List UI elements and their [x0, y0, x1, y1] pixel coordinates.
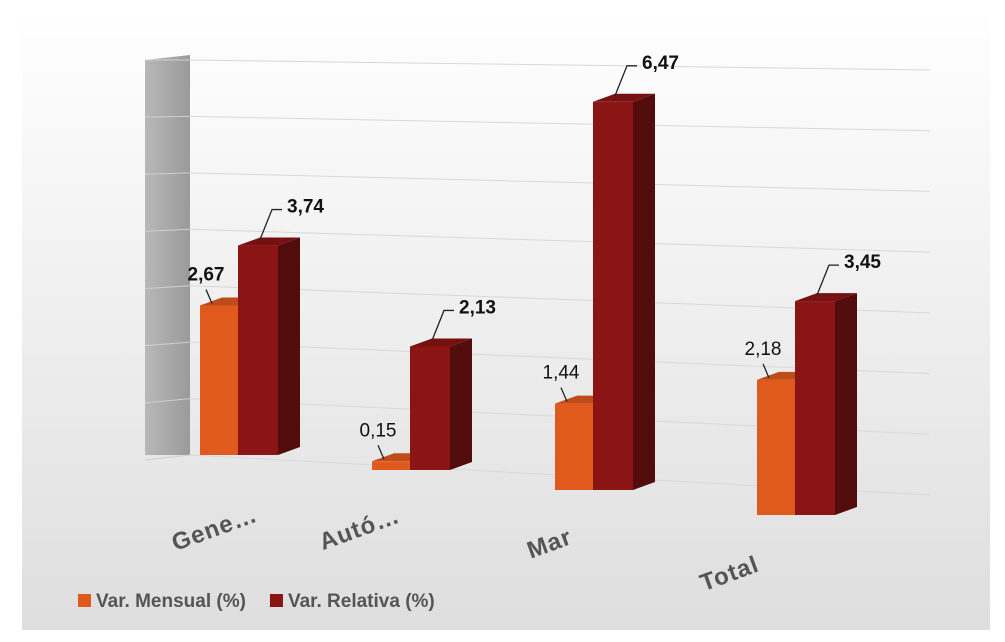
grid-line [189, 228, 931, 253]
bar [555, 403, 593, 490]
bar-side [450, 338, 472, 470]
bar-top [795, 293, 857, 302]
leader-line [560, 387, 568, 402]
bar-top [238, 237, 300, 246]
leader-line [614, 65, 637, 97]
data-label: 6,47 [642, 53, 679, 74]
wall-grid-line [144, 454, 191, 461]
grid-line [189, 115, 931, 132]
wall-grid-line [144, 398, 191, 404]
bar-side [278, 237, 300, 455]
bar [200, 305, 238, 455]
bar-side [633, 93, 655, 491]
legend-swatch [269, 594, 283, 607]
leader-line [205, 289, 213, 304]
bar-top [593, 93, 655, 102]
leader-line [377, 445, 385, 460]
bar [757, 379, 795, 515]
wall-grid-line [144, 341, 191, 347]
wall-grid-line [144, 285, 191, 290]
bar-top [410, 338, 472, 347]
leader-line [762, 363, 770, 379]
bar [372, 461, 410, 470]
bar [238, 245, 278, 455]
bar-side [835, 293, 857, 515]
wall-grid-line [144, 228, 191, 232]
bar [593, 101, 633, 491]
bar [795, 301, 835, 515]
legend-label: Var. Relativa (%) [288, 591, 435, 612]
wall-grid-line [144, 172, 191, 175]
data-label: 2,18 [745, 339, 782, 360]
leader-line [259, 208, 282, 240]
data-label: 3,74 [287, 197, 324, 218]
leader-line [816, 264, 839, 296]
bar [410, 346, 450, 470]
data-label: 3,45 [844, 252, 881, 273]
leader-line [431, 309, 454, 341]
data-label: 2,13 [459, 297, 496, 318]
legend-swatch [78, 594, 91, 607]
side-wall [145, 55, 190, 455]
data-label: 2,67 [188, 264, 225, 285]
data-label: 0,15 [360, 420, 397, 441]
grid-line [189, 59, 931, 71]
grid-line [189, 172, 931, 192]
wall-grid-line [144, 115, 191, 118]
legend-label: Var. Mensual (%) [96, 591, 246, 612]
data-label: 1,44 [543, 363, 580, 384]
